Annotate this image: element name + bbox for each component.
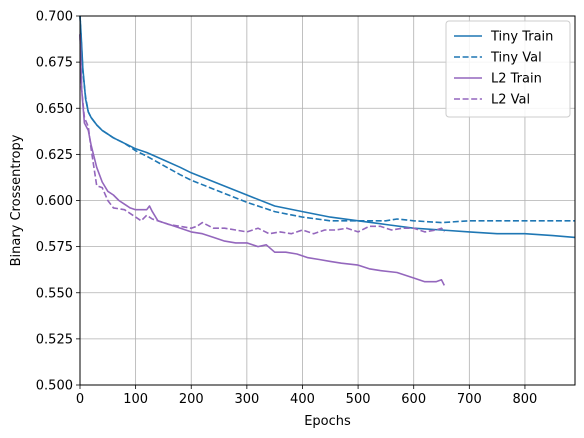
legend-entry: L2 Train bbox=[491, 72, 542, 87]
legend-box bbox=[445, 20, 571, 118]
y-tick-label: 0.650 bbox=[36, 102, 73, 117]
series-line bbox=[79, 34, 446, 286]
x-tick-label: 100 bbox=[123, 392, 148, 407]
x-tick-label: 800 bbox=[513, 392, 538, 407]
y-tick-label: 0.675 bbox=[36, 56, 73, 71]
y-tick-label: 0.500 bbox=[36, 379, 73, 394]
series-lines bbox=[79, 15, 576, 286]
x-tick-label: 200 bbox=[179, 392, 204, 407]
y-tick-label: 0.700 bbox=[36, 10, 73, 25]
x-tick-label: 700 bbox=[457, 392, 482, 407]
legend-entry: Tiny Train bbox=[490, 30, 553, 45]
legend-entry: Tiny Val bbox=[490, 51, 542, 66]
legend: Tiny Train Tiny Val L2 Train L2 Val bbox=[445, 20, 571, 118]
series-line bbox=[79, 34, 445, 235]
legend-entry: L2 Val bbox=[491, 93, 530, 108]
x-tick-label: 400 bbox=[290, 392, 315, 407]
y-tick-label: 0.575 bbox=[36, 240, 73, 255]
series-line bbox=[79, 15, 575, 224]
x-tick-label: 300 bbox=[234, 392, 259, 407]
y-tick-label: 0.600 bbox=[36, 194, 73, 209]
y-tick-label: 0.625 bbox=[36, 148, 73, 163]
series-line bbox=[79, 15, 576, 239]
x-tick-label: 600 bbox=[401, 392, 426, 407]
x-axis-label: Epochs bbox=[304, 414, 351, 429]
x-tick-label: 500 bbox=[346, 392, 371, 407]
y-tick-label: 0.550 bbox=[36, 286, 73, 301]
x-tick-label: 0 bbox=[76, 392, 84, 407]
y-axis-label: Binary Crossentropy bbox=[9, 134, 24, 266]
y-tick-label: 0.525 bbox=[36, 332, 73, 347]
y-axis-ticks: 0.500 0.525 0.550 0.575 0.600 0.625 0.650 0.675… bbox=[36, 10, 80, 394]
x-axis-ticks: 0 100 200 300 400 500 600 700 800 bbox=[76, 385, 537, 407]
